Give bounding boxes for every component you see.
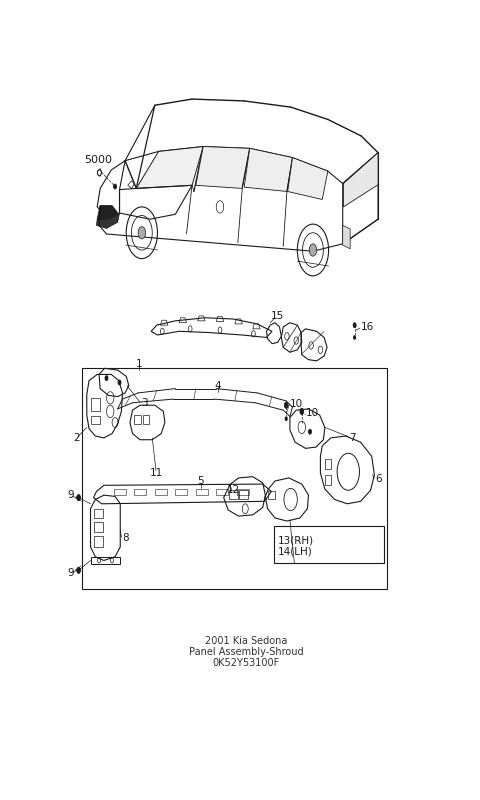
Circle shape bbox=[114, 184, 117, 189]
Text: 16: 16 bbox=[360, 322, 374, 332]
Text: Panel Assembly-Shroud: Panel Assembly-Shroud bbox=[189, 646, 303, 657]
Text: 10: 10 bbox=[305, 408, 319, 418]
Text: 3: 3 bbox=[141, 398, 148, 408]
Text: 14(LH): 14(LH) bbox=[277, 547, 312, 557]
Circle shape bbox=[105, 376, 108, 381]
Text: 0K52Y53100F: 0K52Y53100F bbox=[212, 658, 280, 668]
Polygon shape bbox=[196, 146, 250, 188]
Circle shape bbox=[77, 494, 81, 501]
Text: 4: 4 bbox=[215, 381, 221, 390]
Circle shape bbox=[285, 417, 288, 421]
Circle shape bbox=[353, 322, 356, 328]
Text: 5: 5 bbox=[197, 476, 204, 486]
Circle shape bbox=[309, 430, 312, 434]
Text: 2: 2 bbox=[73, 433, 80, 443]
Text: 10: 10 bbox=[290, 399, 303, 409]
Polygon shape bbox=[136, 146, 203, 188]
Text: 2001 Kia Sedona: 2001 Kia Sedona bbox=[205, 636, 287, 646]
Polygon shape bbox=[244, 148, 292, 191]
Text: 5000: 5000 bbox=[84, 155, 112, 165]
Circle shape bbox=[138, 226, 145, 239]
Circle shape bbox=[77, 567, 81, 574]
Text: 13(RH): 13(RH) bbox=[277, 536, 314, 546]
Text: 6: 6 bbox=[375, 474, 382, 484]
Polygon shape bbox=[344, 153, 378, 207]
Text: 8: 8 bbox=[122, 534, 129, 543]
Circle shape bbox=[284, 402, 288, 408]
Polygon shape bbox=[97, 206, 118, 219]
Bar bbox=[274, 526, 384, 563]
Text: 9: 9 bbox=[67, 568, 74, 578]
Circle shape bbox=[353, 336, 356, 339]
Circle shape bbox=[118, 380, 121, 385]
Polygon shape bbox=[343, 226, 350, 249]
Circle shape bbox=[300, 408, 304, 414]
Text: 9: 9 bbox=[67, 490, 74, 500]
Text: 11: 11 bbox=[150, 468, 163, 478]
Text: 7: 7 bbox=[349, 433, 356, 443]
Polygon shape bbox=[288, 158, 328, 199]
Circle shape bbox=[309, 244, 317, 256]
Text: 12: 12 bbox=[227, 486, 240, 495]
Text: 15: 15 bbox=[271, 311, 285, 321]
Polygon shape bbox=[96, 213, 120, 229]
Text: 1: 1 bbox=[136, 359, 143, 369]
